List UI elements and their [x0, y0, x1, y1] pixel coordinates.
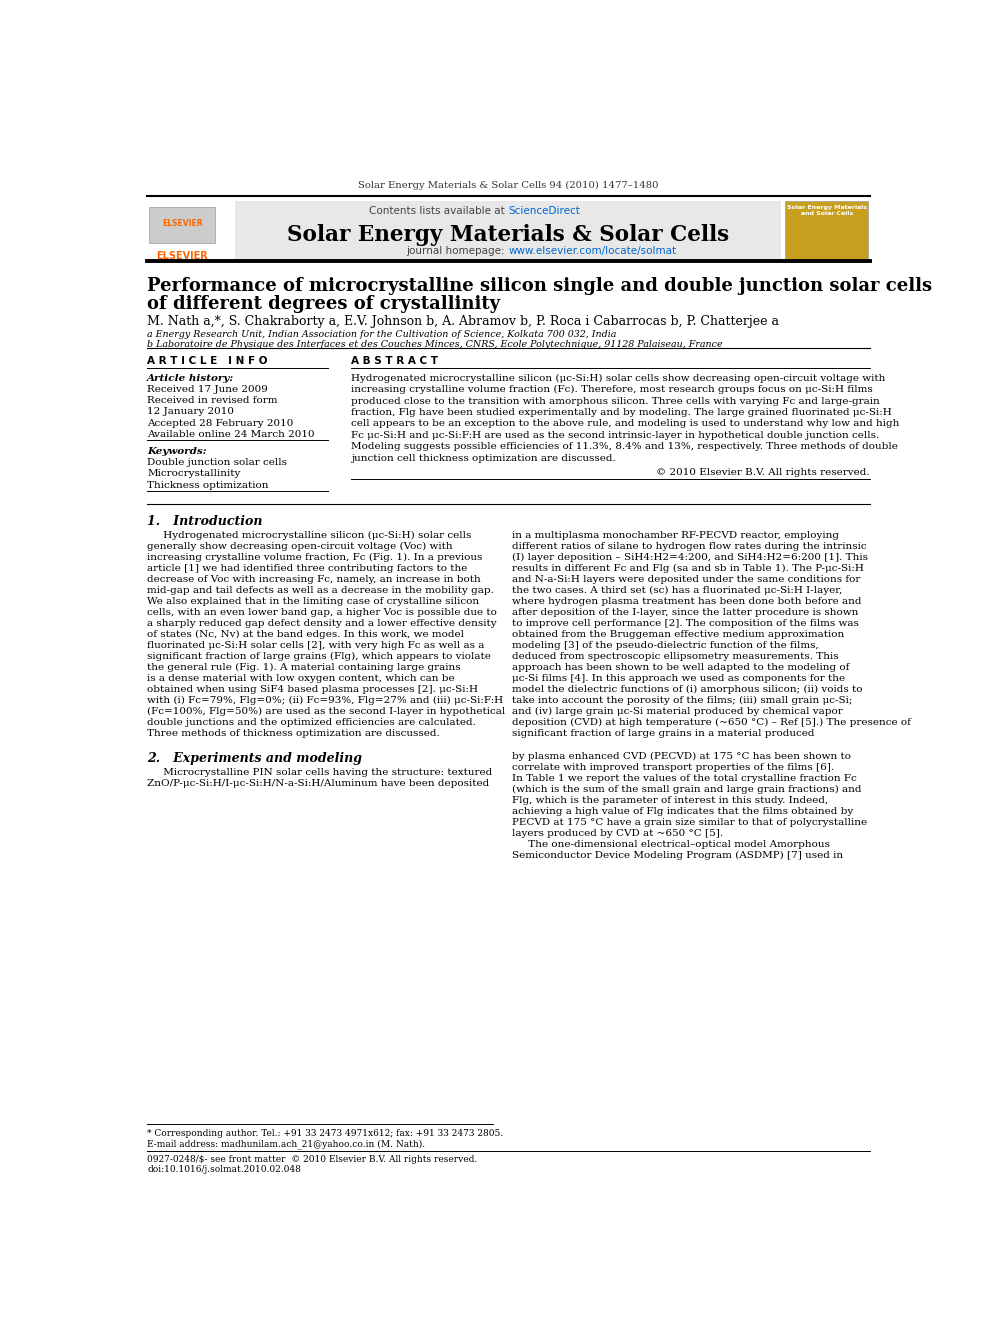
Text: Keywords:: Keywords:	[147, 447, 206, 456]
Text: Hydrogenated microcrystalline silicon (μc-Si:H) solar cells: Hydrogenated microcrystalline silicon (μ…	[147, 531, 471, 540]
Text: μc-Si films [4]. In this approach we used as components for the: μc-Si films [4]. In this approach we use…	[512, 673, 845, 683]
Text: Microcrystallinity: Microcrystallinity	[147, 470, 240, 479]
Text: PECVD at 175 °C have a grain size similar to that of polycrystalline: PECVD at 175 °C have a grain size simila…	[512, 818, 867, 827]
Text: cells, with an even lower band gap, a higher Voc is possible due to: cells, with an even lower band gap, a hi…	[147, 607, 497, 617]
Text: Modeling suggests possible efficiencies of 11.3%, 8.4% and 13%, respectively. Th: Modeling suggests possible efficiencies …	[351, 442, 898, 451]
Text: Three methods of thickness optimization are discussed.: Three methods of thickness optimization …	[147, 729, 439, 738]
Text: after deposition of the I-layer, since the latter procedure is shown: after deposition of the I-layer, since t…	[512, 607, 859, 617]
Text: cell appears to be an exception to the above rule, and modeling is used to under: cell appears to be an exception to the a…	[351, 419, 899, 429]
Text: M. Nath a,*, S. Chakraborty a, E.V. Johnson b, A. Abramov b, P. Roca i Cabarroca: M. Nath a,*, S. Chakraborty a, E.V. John…	[147, 315, 779, 328]
Text: approach has been shown to be well adapted to the modeling of: approach has been shown to be well adapt…	[512, 663, 849, 672]
Text: increasing crystalline volume fraction, Fc (Fig. 1). In a previous: increasing crystalline volume fraction, …	[147, 553, 482, 562]
Text: significant fraction of large grains in a material produced: significant fraction of large grains in …	[512, 729, 814, 738]
Text: Fc μc-Si:H and μc-Si:F:H are used as the second intrinsic-layer in hypothetical : Fc μc-Si:H and μc-Si:F:H are used as the…	[351, 431, 879, 439]
Text: is a dense material with low oxygen content, which can be: is a dense material with low oxygen cont…	[147, 673, 454, 683]
Text: and (iv) large grain μc-Si material produced by chemical vapor: and (iv) large grain μc-Si material prod…	[512, 706, 843, 716]
Text: double junctions and the optimized efficiencies are calculated.: double junctions and the optimized effic…	[147, 717, 476, 726]
Text: (Fc=100%, Flg=50%) are used as the second I-layer in hypothetical: (Fc=100%, Flg=50%) are used as the secon…	[147, 706, 505, 716]
Text: results in different Fc and Flg (sa and sb in Table 1). The P-μc-Si:H: results in different Fc and Flg (sa and …	[512, 564, 864, 573]
Text: the general rule (Fig. 1). A material containing large grains: the general rule (Fig. 1). A material co…	[147, 663, 460, 672]
Text: article [1] we had identified three contributing factors to the: article [1] we had identified three cont…	[147, 564, 467, 573]
Text: correlate with improved transport properties of the films [6].: correlate with improved transport proper…	[512, 763, 834, 771]
Text: by plasma enhanced CVD (PECVD) at 175 °C has been shown to: by plasma enhanced CVD (PECVD) at 175 °C…	[512, 751, 851, 761]
Text: Solar Energy Materials & Solar Cells: Solar Energy Materials & Solar Cells	[288, 224, 729, 246]
Text: © 2010 Elsevier B.V. All rights reserved.: © 2010 Elsevier B.V. All rights reserved…	[656, 468, 870, 478]
Text: 12 January 2010: 12 January 2010	[147, 407, 234, 417]
Text: deposition (CVD) at high temperature (~650 °C) – Ref [5].) The presence of: deposition (CVD) at high temperature (~6…	[512, 717, 911, 726]
Text: different ratios of silane to hydrogen flow rates during the intrinsic: different ratios of silane to hydrogen f…	[512, 541, 867, 550]
Text: Double junction solar cells: Double junction solar cells	[147, 458, 287, 467]
Text: We also explained that in the limiting case of crystalline silicon: We also explained that in the limiting c…	[147, 597, 479, 606]
Text: ZnO/P-μc-Si:H/I-μc-Si:H/N-a-Si:H/Aluminum have been deposited: ZnO/P-μc-Si:H/I-μc-Si:H/N-a-Si:H/Aluminu…	[147, 779, 489, 789]
Text: (which is the sum of the small grain and large grain fractions) and: (which is the sum of the small grain and…	[512, 785, 862, 794]
Text: b Laboratoire de Physique des Interfaces et des Couches Minces, CNRS, Ecole Poly: b Laboratoire de Physique des Interfaces…	[147, 340, 723, 349]
Text: a sharply reduced gap defect density and a lower effective density: a sharply reduced gap defect density and…	[147, 619, 497, 627]
FancyBboxPatch shape	[150, 206, 214, 243]
Text: to improve cell performance [2]. The composition of the films was: to improve cell performance [2]. The com…	[512, 619, 859, 627]
Text: significant fraction of large grains (Flg), which appears to violate: significant fraction of large grains (Fl…	[147, 652, 491, 660]
Text: A B S T R A C T: A B S T R A C T	[351, 356, 437, 366]
Text: 0927-0248/$- see front matter  © 2010 Elsevier B.V. All rights reserved.: 0927-0248/$- see front matter © 2010 Els…	[147, 1155, 477, 1164]
Text: journal homepage:: journal homepage:	[407, 246, 509, 257]
Text: www.elsevier.com/locate/solmat: www.elsevier.com/locate/solmat	[509, 246, 677, 257]
Text: (I) layer deposition – SiH4:H2=4:200, and SiH4:H2=6:200 [1]. This: (I) layer deposition – SiH4:H2=4:200, an…	[512, 553, 868, 562]
Text: the two cases. A third set (sc) has a fluorinated μc-Si:H I-layer,: the two cases. A third set (sc) has a fl…	[512, 586, 842, 595]
Text: obtained when using SiF4 based plasma processes [2]. μc-Si:H: obtained when using SiF4 based plasma pr…	[147, 684, 478, 693]
Text: ELSEVIER: ELSEVIER	[162, 220, 202, 229]
FancyBboxPatch shape	[235, 201, 782, 258]
FancyBboxPatch shape	[147, 201, 235, 258]
Text: Microcrystalline PIN solar cells having the structure: textured: Microcrystalline PIN solar cells having …	[147, 769, 492, 777]
Text: with (i) Fc=79%, Flg=0%; (ii) Fc=93%, Flg=27% and (iii) μc-Si:F:H: with (i) Fc=79%, Flg=0%; (ii) Fc=93%, Fl…	[147, 696, 503, 705]
Text: A R T I C L E   I N F O: A R T I C L E I N F O	[147, 356, 268, 366]
Text: Contents lists available at: Contents lists available at	[369, 205, 509, 216]
Text: achieving a high value of Flg indicates that the films obtained by: achieving a high value of Flg indicates …	[512, 807, 853, 816]
Text: and N-a-Si:H layers were deposited under the same conditions for: and N-a-Si:H layers were deposited under…	[512, 574, 861, 583]
FancyBboxPatch shape	[786, 201, 868, 258]
Text: mid-gap and tail defects as well as a decrease in the mobility gap.: mid-gap and tail defects as well as a de…	[147, 586, 494, 594]
Text: Received 17 June 2009: Received 17 June 2009	[147, 385, 268, 394]
Text: doi:10.1016/j.solmat.2010.02.048: doi:10.1016/j.solmat.2010.02.048	[147, 1166, 301, 1175]
Text: take into account the porosity of the films; (iii) small grain μc-Si;: take into account the porosity of the fi…	[512, 696, 852, 705]
Text: decrease of Voc with increasing Fc, namely, an increase in both: decrease of Voc with increasing Fc, name…	[147, 574, 481, 583]
Text: ELSEVIER: ELSEVIER	[157, 251, 208, 262]
Text: Performance of microcrystalline silicon single and double junction solar cells: Performance of microcrystalline silicon …	[147, 277, 932, 295]
Text: Solar Energy Materials
and Solar Cells: Solar Energy Materials and Solar Cells	[787, 205, 867, 216]
Text: junction cell thickness optimization are discussed.: junction cell thickness optimization are…	[351, 454, 616, 463]
Text: where hydrogen plasma treatment has been done both before and: where hydrogen plasma treatment has been…	[512, 597, 862, 606]
Text: fluorinated μc-Si:H solar cells [2], with very high Fc as well as a: fluorinated μc-Si:H solar cells [2], wit…	[147, 640, 484, 650]
Text: Article history:: Article history:	[147, 373, 234, 382]
Text: Semiconductor Device Modeling Program (ASDMP) [7] used in: Semiconductor Device Modeling Program (A…	[512, 851, 843, 860]
Text: The one-dimensional electrical–optical model Amorphous: The one-dimensional electrical–optical m…	[512, 840, 830, 849]
Text: produced close to the transition with amorphous silicon. Three cells with varyin: produced close to the transition with am…	[351, 397, 880, 406]
Text: Received in revised form: Received in revised form	[147, 396, 278, 405]
Text: In Table 1 we report the values of the total crystalline fraction Fc: In Table 1 we report the values of the t…	[512, 774, 857, 783]
Text: generally show decreasing open-circuit voltage (Voc) with: generally show decreasing open-circuit v…	[147, 541, 452, 550]
Text: E-mail address: madhunilam.ach_21@yahoo.co.in (M. Nath).: E-mail address: madhunilam.ach_21@yahoo.…	[147, 1139, 426, 1148]
Text: Available online 24 March 2010: Available online 24 March 2010	[147, 430, 314, 439]
Text: deduced from spectroscopic ellipsometry measurements. This: deduced from spectroscopic ellipsometry …	[512, 652, 839, 660]
Text: 2.   Experiments and modeling: 2. Experiments and modeling	[147, 751, 362, 765]
Text: 1.   Introduction: 1. Introduction	[147, 515, 263, 528]
Text: of states (Nc, Nv) at the band edges. In this work, we model: of states (Nc, Nv) at the band edges. In…	[147, 630, 464, 639]
Text: Hydrogenated microcrystalline silicon (μc-Si:H) solar cells show decreasing open: Hydrogenated microcrystalline silicon (μ…	[351, 373, 885, 382]
Text: * Corresponding author. Tel.: +91 33 2473 4971x612; fax: +91 33 2473 2805.: * Corresponding author. Tel.: +91 33 247…	[147, 1129, 503, 1138]
Text: of different degrees of crystallinity: of different degrees of crystallinity	[147, 295, 500, 314]
Text: layers produced by CVD at ~650 °C [5].: layers produced by CVD at ~650 °C [5].	[512, 830, 723, 837]
Text: a Energy Research Unit, Indian Association for the Cultivation of Science, Kolka: a Energy Research Unit, Indian Associati…	[147, 329, 616, 339]
Text: fraction, Flg have been studied experimentally and by modeling. The large graine: fraction, Flg have been studied experime…	[351, 407, 892, 417]
Text: modeling [3] of the pseudo-dielectric function of the films,: modeling [3] of the pseudo-dielectric fu…	[512, 640, 819, 650]
Text: Solar Energy Materials & Solar Cells 94 (2010) 1477–1480: Solar Energy Materials & Solar Cells 94 …	[358, 181, 659, 191]
Text: model the dielectric functions of (i) amorphous silicon; (ii) voids to: model the dielectric functions of (i) am…	[512, 684, 863, 693]
Text: in a multiplasma monochamber RF-PECVD reactor, employing: in a multiplasma monochamber RF-PECVD re…	[512, 531, 839, 540]
Text: ScienceDirect: ScienceDirect	[509, 205, 580, 216]
Text: Thickness optimization: Thickness optimization	[147, 480, 269, 490]
Text: obtained from the Bruggeman effective medium approximation: obtained from the Bruggeman effective me…	[512, 630, 844, 639]
Text: Accepted 28 February 2010: Accepted 28 February 2010	[147, 418, 294, 427]
Text: Flg, which is the parameter of interest in this study. Indeed,: Flg, which is the parameter of interest …	[512, 796, 828, 804]
Text: increasing crystalline volume fraction (Fc). Therefore, most research groups foc: increasing crystalline volume fraction (…	[351, 385, 873, 394]
